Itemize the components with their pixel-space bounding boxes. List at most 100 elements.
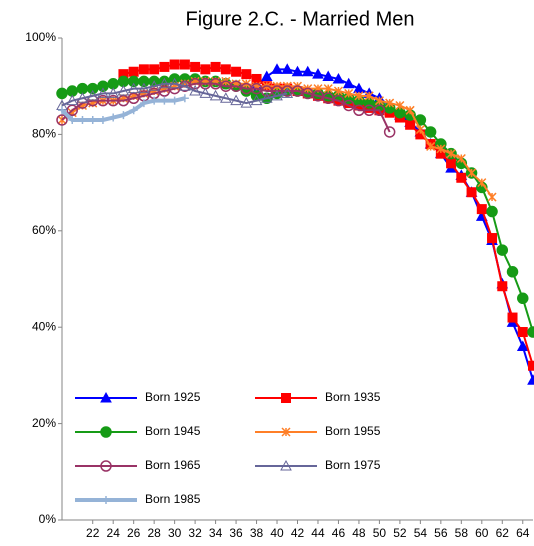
marker (138, 75, 150, 88)
x-tick-label: 44 (311, 526, 325, 540)
marker (209, 78, 222, 90)
marker (210, 61, 221, 72)
x-tick-label: 52 (393, 526, 407, 540)
legend-label: Born 1925 (145, 390, 201, 404)
marker (107, 78, 119, 90)
marker (56, 114, 68, 126)
marker (281, 63, 294, 74)
marker (281, 87, 294, 98)
marker (127, 75, 140, 88)
legend-label: Born 1935 (325, 390, 381, 404)
marker (240, 97, 253, 108)
marker (138, 64, 149, 75)
marker (76, 82, 89, 95)
marker (467, 168, 477, 178)
marker (342, 77, 355, 89)
marker (260, 92, 273, 103)
y-tick-label: 80% (32, 127, 56, 141)
marker (527, 374, 534, 385)
marker (97, 87, 109, 98)
legend-marker (102, 496, 110, 504)
marker (291, 65, 304, 77)
series-line (123, 63, 534, 367)
marker (86, 82, 99, 95)
marker (332, 94, 345, 107)
legend-marker (281, 427, 291, 437)
x-tick-label: 46 (332, 526, 346, 540)
marker (179, 80, 191, 91)
legend-marker (100, 391, 112, 403)
marker (179, 59, 190, 70)
y-tick-label: 0% (39, 512, 57, 526)
marker (117, 84, 130, 96)
x-tick-label: 54 (414, 526, 428, 540)
x-tick-label: 56 (434, 526, 448, 540)
marker (98, 115, 107, 124)
x-tick-label: 22 (86, 526, 100, 540)
marker (332, 72, 345, 84)
marker (86, 89, 99, 101)
x-tick-label: 34 (209, 526, 223, 540)
marker (251, 73, 262, 84)
marker (230, 94, 242, 106)
marker (68, 115, 77, 124)
x-tick-label: 62 (496, 526, 510, 540)
marker (312, 68, 324, 79)
marker (170, 96, 179, 105)
marker (446, 158, 457, 169)
marker (250, 82, 263, 95)
marker (190, 61, 201, 72)
marker (415, 125, 425, 135)
marker (405, 119, 416, 130)
marker (127, 82, 140, 94)
marker (312, 90, 324, 102)
marker (109, 113, 118, 122)
marker (118, 69, 129, 80)
marker (271, 89, 283, 101)
marker (435, 148, 446, 159)
y-tick-label: 20% (32, 416, 56, 430)
marker (446, 149, 456, 159)
marker (88, 115, 97, 124)
x-tick-label: 42 (291, 526, 305, 540)
marker (78, 115, 87, 124)
marker (507, 312, 518, 323)
marker (405, 105, 415, 115)
marker (58, 106, 66, 115)
marker (487, 233, 498, 244)
marker (497, 281, 508, 292)
marker (117, 75, 130, 88)
marker (374, 96, 384, 106)
marker (168, 77, 181, 89)
marker (364, 91, 374, 101)
marker (496, 244, 509, 256)
x-tick-label: 40 (270, 526, 284, 540)
marker (354, 91, 364, 101)
y-tick-label: 40% (32, 319, 56, 333)
marker (301, 65, 314, 77)
marker (517, 292, 529, 305)
legend-marker (100, 426, 112, 438)
marker (189, 84, 201, 96)
marker (424, 126, 437, 138)
marker (128, 66, 139, 77)
marker (107, 87, 120, 98)
marker (456, 153, 466, 164)
marker (169, 59, 180, 70)
x-tick-label: 32 (188, 526, 202, 540)
x-tick-label: 48 (352, 526, 366, 540)
marker (66, 94, 79, 106)
marker (516, 340, 529, 351)
legend-label: Born 1965 (145, 458, 201, 472)
marker (528, 360, 534, 371)
y-tick-label: 100% (25, 30, 56, 44)
x-tick-label: 36 (229, 526, 243, 540)
x-tick-label: 30 (168, 526, 182, 540)
marker (291, 85, 304, 97)
marker (477, 178, 487, 188)
marker (158, 77, 171, 89)
marker (148, 80, 161, 91)
marker (415, 129, 426, 140)
marker (322, 70, 335, 82)
x-tick-label: 24 (107, 526, 121, 540)
